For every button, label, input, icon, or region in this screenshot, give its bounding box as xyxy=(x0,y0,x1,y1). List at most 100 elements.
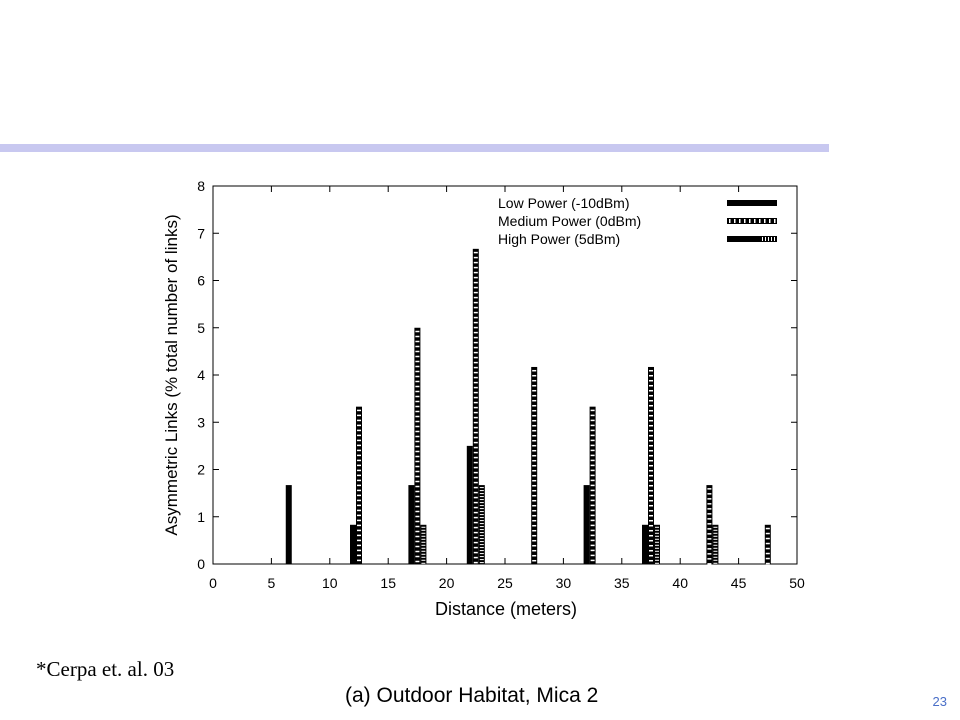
bar-hatch xyxy=(532,524,537,527)
bar-hatch xyxy=(532,559,537,562)
bar-hatch xyxy=(649,479,653,482)
x-tick-label: 40 xyxy=(672,575,688,591)
bar-hatch xyxy=(415,390,420,393)
bar-hatch xyxy=(415,520,420,523)
bar-hatch xyxy=(415,530,420,533)
bar-hatch xyxy=(479,508,484,510)
bar-hatch xyxy=(532,399,537,402)
legend-hatch xyxy=(749,219,751,223)
bar-hatch xyxy=(479,496,484,498)
bar-hatch xyxy=(765,547,770,550)
y-axis-label: Asymmetric Links (% total number of link… xyxy=(162,214,181,535)
bar-hatch xyxy=(421,532,426,534)
bar-hatch xyxy=(415,500,420,503)
bar-hatch xyxy=(649,549,653,552)
bar-dotted xyxy=(420,524,427,564)
bar-hatch xyxy=(473,316,478,319)
bar-hatch xyxy=(655,559,659,561)
bar-hatch xyxy=(479,559,484,561)
bar-hatch xyxy=(421,556,426,558)
bar-dotted xyxy=(478,485,485,564)
bar-hatch xyxy=(473,356,478,359)
y-tick-label: 4 xyxy=(197,367,205,383)
bar-hatch xyxy=(479,526,484,528)
bar-hatch xyxy=(473,361,478,364)
bar-hatch xyxy=(479,532,484,534)
bar-hatch xyxy=(473,491,478,494)
bar-hatch xyxy=(655,547,659,549)
bar-hatch xyxy=(649,489,653,492)
bar-hatch xyxy=(532,439,537,442)
bar-hatch xyxy=(765,527,770,530)
bar-hatch xyxy=(765,532,770,535)
bar-hatch xyxy=(473,431,478,434)
bar-hatch xyxy=(415,435,420,438)
legend-hatch xyxy=(765,237,766,241)
bar-hatch xyxy=(649,434,653,437)
bar-hatch xyxy=(590,504,595,507)
bar-hatch xyxy=(532,414,537,417)
citation-text: *Cerpa et. al. 03 xyxy=(36,657,175,681)
bar-hatch xyxy=(415,350,420,353)
bar-hatch xyxy=(532,494,537,497)
bar-hatch xyxy=(357,409,361,412)
bar-hatch xyxy=(707,488,712,490)
bar-hatch xyxy=(707,548,712,550)
bar-hatch xyxy=(415,450,420,453)
bar-hatch xyxy=(473,496,478,499)
bar-hatch xyxy=(479,520,484,522)
bar-hatch xyxy=(415,470,420,473)
bar-hatch xyxy=(473,306,478,309)
bar-hatch xyxy=(473,331,478,334)
bar-hatch xyxy=(415,410,420,413)
bar-hatch xyxy=(357,459,361,462)
bar-hatch xyxy=(590,464,595,467)
bar-hatch xyxy=(473,501,478,504)
bar-hatch xyxy=(415,560,420,563)
bar-hatch xyxy=(357,554,361,557)
legend-hatch xyxy=(774,219,776,223)
bar-hatch xyxy=(655,532,659,534)
bar-hatch xyxy=(415,515,420,518)
bar-hatch xyxy=(357,524,361,527)
bar-hatch xyxy=(655,538,659,540)
bar-hatch xyxy=(357,514,361,517)
bar-hatch xyxy=(421,547,426,549)
bar-hatch xyxy=(357,424,361,427)
bar-hatch xyxy=(590,524,595,527)
bar-hatch xyxy=(713,562,718,564)
bar-hatch xyxy=(473,411,478,414)
bar-hatch xyxy=(415,395,420,398)
bar-hatch xyxy=(421,526,426,528)
y-tick-label: 6 xyxy=(197,273,205,289)
bar-hatch xyxy=(415,545,420,548)
bar-hatch xyxy=(421,553,426,555)
bar-hatch xyxy=(649,464,653,467)
bar-hatch xyxy=(649,484,653,487)
x-tick-label: 50 xyxy=(789,575,805,591)
bar-hatch xyxy=(415,380,420,383)
bar-hatch xyxy=(357,519,361,522)
bar-hatch xyxy=(415,485,420,488)
bar-hatch xyxy=(532,424,537,427)
bar-hatch xyxy=(590,419,595,422)
bar-hatch xyxy=(415,345,420,348)
y-tick-label: 7 xyxy=(197,225,205,241)
x-axis-label: Distance (meters) xyxy=(435,599,577,619)
bar-hatch xyxy=(415,385,420,388)
y-tick-label: 5 xyxy=(197,320,205,336)
bar-hatch xyxy=(473,471,478,474)
bar-hatch xyxy=(649,409,653,412)
bar-hatch xyxy=(473,551,478,554)
legend-swatch-solid xyxy=(727,200,777,206)
bar-hatch xyxy=(649,469,653,472)
bar-hatch xyxy=(590,514,595,517)
bar-hatch xyxy=(357,419,361,422)
bar-hatch xyxy=(357,454,361,457)
bar-hatch xyxy=(713,547,718,549)
bar-hatch xyxy=(713,532,718,534)
bar-hatch xyxy=(655,535,659,537)
bar-hatch xyxy=(479,499,484,501)
bar-hatch xyxy=(649,459,653,462)
bar-hatch xyxy=(415,370,420,373)
